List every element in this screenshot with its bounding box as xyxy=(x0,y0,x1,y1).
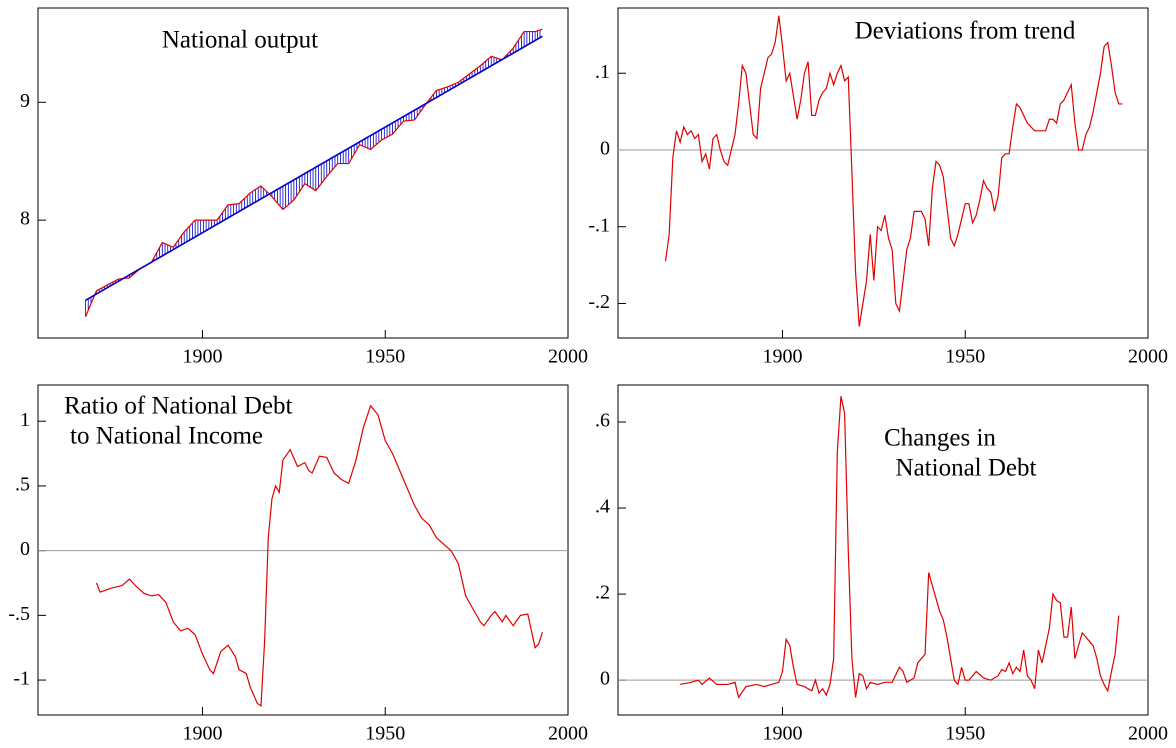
y-tick-label: 8 xyxy=(20,208,30,230)
x-tick-label: 1950 xyxy=(945,346,985,368)
plot-frame xyxy=(617,384,1149,716)
chart-title: Ratio of National Debt xyxy=(64,393,292,420)
data-line xyxy=(95,404,543,708)
y-tick-label: .4 xyxy=(595,496,610,518)
y-tick-label: .5 xyxy=(15,474,30,496)
x-tick-label: 1900 xyxy=(182,346,222,368)
x-tick-label: 1950 xyxy=(365,723,405,745)
data-line xyxy=(680,396,1120,699)
chart-title: Deviations from trend xyxy=(855,18,1076,45)
y-tick-label: -1 xyxy=(13,668,30,690)
plot-frame xyxy=(37,7,569,339)
x-tick-label: 2000 xyxy=(548,346,588,368)
chart-title: Changes in xyxy=(884,425,996,452)
plot-frame xyxy=(617,7,1149,339)
y-tick-label: .6 xyxy=(595,410,610,432)
chart-title: to National Income xyxy=(70,423,263,450)
x-tick-label: 1900 xyxy=(762,723,802,745)
x-tick-label: 2000 xyxy=(548,723,588,745)
y-tick-label: 1 xyxy=(20,409,30,431)
y-tick-label: -.2 xyxy=(588,291,610,313)
x-tick-label: 2000 xyxy=(1128,723,1168,745)
x-tick-label: 2000 xyxy=(1128,346,1168,368)
y-tick-label: 0 xyxy=(20,538,30,560)
x-tick-label: 1950 xyxy=(945,723,985,745)
x-tick-label: 1950 xyxy=(365,346,405,368)
plot-frame xyxy=(37,384,569,716)
x-tick-label: 1900 xyxy=(182,723,222,745)
y-tick-label: -.5 xyxy=(8,603,30,625)
y-tick-label: 0 xyxy=(600,138,610,160)
y-tick-label: -.1 xyxy=(588,214,610,236)
data-line xyxy=(664,15,1123,327)
y-tick-label: .1 xyxy=(595,61,610,83)
y-tick-label: 0 xyxy=(600,668,610,690)
x-tick-label: 1900 xyxy=(762,346,802,368)
data-line xyxy=(85,35,543,301)
y-tick-label: 9 xyxy=(20,90,30,112)
chart-title: National output xyxy=(162,27,318,54)
y-tick-label: .2 xyxy=(595,582,610,604)
data-line xyxy=(84,28,543,318)
chart-title: National Debt xyxy=(896,455,1037,482)
